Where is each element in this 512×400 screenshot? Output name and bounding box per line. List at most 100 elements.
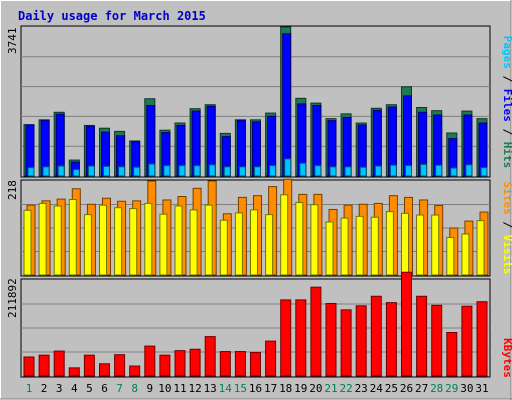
kbytes-bar-day-14 xyxy=(219,351,231,377)
x-tick-label-day-27: 27 xyxy=(415,382,428,395)
visits-bar-day-12 xyxy=(189,209,198,276)
visits-bars xyxy=(23,178,489,276)
x-tick-label-day-4: 4 xyxy=(71,382,78,395)
visits-bar-day-24 xyxy=(370,216,379,276)
kbytes-bar-day-27 xyxy=(416,295,428,377)
kbytes-bar-day-28 xyxy=(431,304,443,377)
kbytes-bar-day-8 xyxy=(129,365,141,377)
x-tick-label-day-14: 14 xyxy=(219,382,233,395)
pages-bar-day-11 xyxy=(178,165,186,177)
visits-panel-label-part-0: Sites xyxy=(501,182,512,215)
x-tick-label-day-25: 25 xyxy=(385,382,398,395)
pages-bar-day-16 xyxy=(254,166,261,177)
hits-panel-label-part-0: Pages xyxy=(501,36,512,69)
hits-panel-label-part-1: / xyxy=(501,69,512,89)
kbytes-bar-day-6 xyxy=(99,363,110,377)
x-tick-label-day-31: 31 xyxy=(475,382,488,395)
visits-panel-label-part-1: / xyxy=(501,215,512,235)
pages-bar-day-8 xyxy=(133,166,141,177)
x-tick-label-day-20: 20 xyxy=(309,382,322,395)
pages-bar-day-25 xyxy=(389,164,397,177)
kbytes-panel-label-part-0: KBytes xyxy=(501,338,512,378)
hits-bars xyxy=(23,26,488,177)
kbytes-bar-day-10 xyxy=(159,354,171,377)
visits-bar-day-3 xyxy=(53,205,62,276)
pages-bar-day-17 xyxy=(269,165,277,177)
pages-bar-day-27 xyxy=(420,163,428,177)
files-bar-day-26 xyxy=(403,95,412,177)
visits-bar-day-7 xyxy=(114,207,123,276)
visits-bar-day-23 xyxy=(355,215,364,276)
visits-series-label: Sites / Visits xyxy=(501,182,512,275)
kbytes-bar-day-22 xyxy=(340,309,352,377)
pages-bar-day-1 xyxy=(27,167,35,177)
pages-bar-day-14 xyxy=(223,166,231,177)
kbytes-bar-day-19 xyxy=(295,299,307,377)
hits-panel: 3741 Pages / Files / Hits xyxy=(6,25,512,178)
pages-bar-day-7 xyxy=(118,166,126,177)
x-tick-label-day-5: 5 xyxy=(86,382,93,395)
pages-bar-day-21 xyxy=(329,166,337,177)
x-tick-label-day-26: 26 xyxy=(400,382,413,395)
pages-bar-day-31 xyxy=(480,167,488,177)
x-tick-label-day-2: 2 xyxy=(41,382,48,395)
visits-bar-day-2 xyxy=(38,202,47,276)
visits-bar-day-16 xyxy=(250,209,258,276)
hits-panel-label-part-2: Files xyxy=(501,89,512,122)
pages-bar-day-9 xyxy=(148,163,156,177)
kbytes-bar-day-11 xyxy=(174,350,186,377)
x-tick-label-day-11: 11 xyxy=(173,382,186,395)
kbytes-bar-day-20 xyxy=(310,286,322,377)
visits-panel: 218 Sites / Visits xyxy=(6,178,512,277)
chart-title: Daily usage for March 2015 xyxy=(18,9,206,23)
kbytes-bar-day-2 xyxy=(38,354,50,377)
visits-panel-label-part-2: Visits xyxy=(501,235,512,275)
hits-series-label: Pages / Files / Hits xyxy=(501,36,512,169)
x-tick-label-day-24: 24 xyxy=(370,382,384,395)
kbytes-bar-day-25 xyxy=(385,302,397,377)
pages-bar-day-2 xyxy=(42,166,50,177)
kbytes-panel: 211892 KBytes xyxy=(6,271,512,378)
visits-bar-day-21 xyxy=(325,221,334,276)
visits-bar-day-8 xyxy=(129,208,138,276)
pages-bar-day-26 xyxy=(405,165,412,177)
pages-bar-day-5 xyxy=(87,165,95,177)
pages-bar-day-3 xyxy=(57,165,65,177)
visits-bar-day-28 xyxy=(431,214,440,276)
visits-bar-day-26 xyxy=(401,212,409,276)
visits-bar-day-22 xyxy=(340,217,349,276)
visits-bar-day-14 xyxy=(219,219,228,276)
kbytes-bar-day-12 xyxy=(189,348,201,377)
x-tick-label-day-23: 23 xyxy=(355,382,368,395)
x-tick-label-day-17: 17 xyxy=(264,382,277,395)
pages-bar-day-13 xyxy=(208,164,216,177)
pages-bar-day-29 xyxy=(450,167,458,177)
kbytes-bar-day-26 xyxy=(401,271,412,377)
x-tick-label-day-7: 7 xyxy=(116,382,123,395)
x-tick-label-day-19: 19 xyxy=(294,382,307,395)
kbytes-bar-day-3 xyxy=(53,350,65,377)
kbytes-series-label: KBytes xyxy=(501,338,512,378)
pages-bar-day-6 xyxy=(103,165,110,177)
pages-bar-day-22 xyxy=(344,166,352,177)
kbytes-bar-day-16 xyxy=(250,351,261,377)
kbytes-bar-day-9 xyxy=(144,345,156,377)
visits-bar-day-9 xyxy=(144,202,153,276)
x-tick-label-day-8: 8 xyxy=(131,382,138,395)
visits-bar-day-11 xyxy=(174,205,183,276)
kbytes-bar-day-5 xyxy=(83,354,95,377)
pages-bar-day-30 xyxy=(465,164,473,177)
visits-bar-day-31 xyxy=(476,220,485,276)
visits-bar-day-10 xyxy=(159,213,168,276)
x-tick-label-day-21: 21 xyxy=(324,382,337,395)
visits-bar-day-20 xyxy=(310,204,319,276)
x-tick-label-day-10: 10 xyxy=(158,382,171,395)
hits-panel-label-part-3: / xyxy=(501,122,512,142)
kbytes-bar-day-31 xyxy=(476,301,488,377)
kbytes-max-label: 211892 xyxy=(6,278,19,318)
visits-bar-day-30 xyxy=(461,233,470,276)
pages-bar-day-19 xyxy=(299,162,307,177)
kbytes-bar-day-4 xyxy=(68,367,80,377)
